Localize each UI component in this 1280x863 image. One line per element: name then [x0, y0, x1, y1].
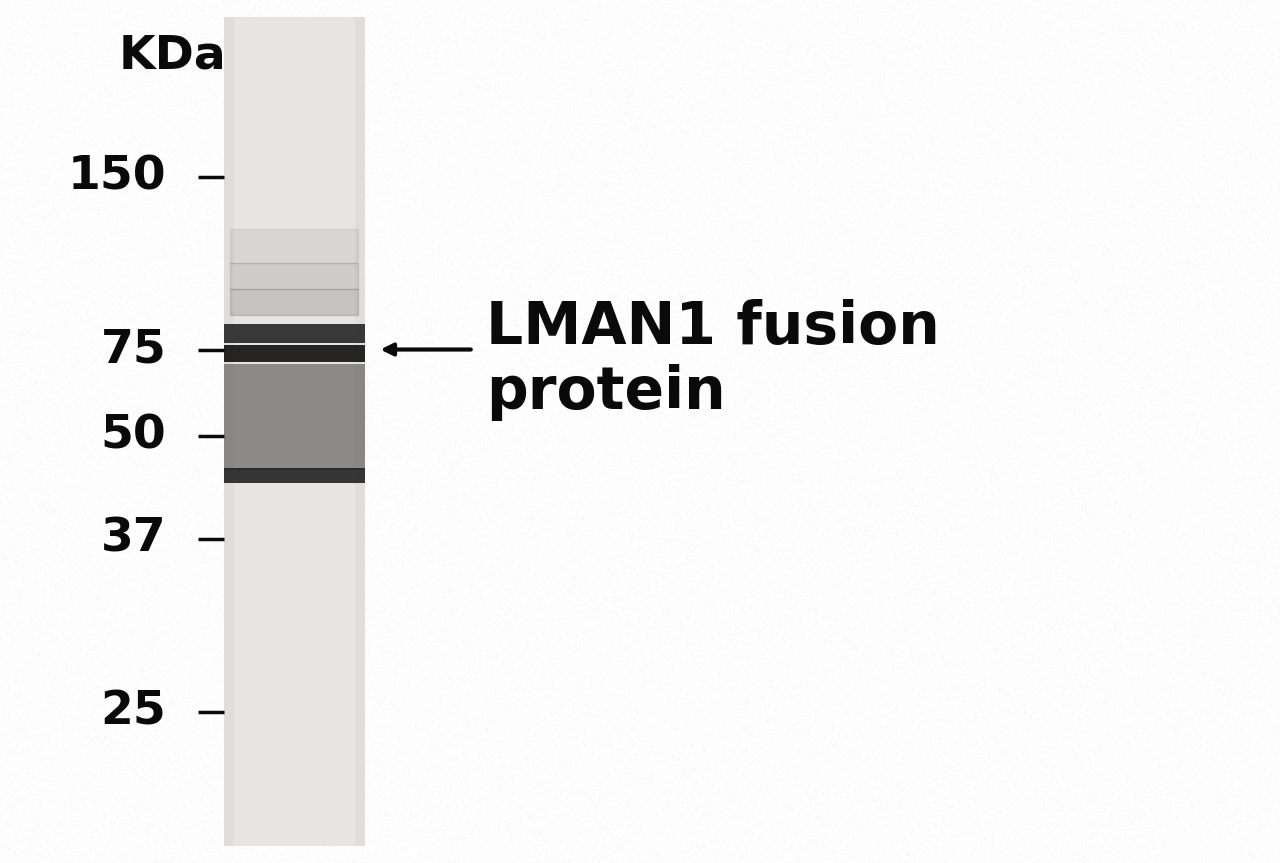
Text: 25: 25	[101, 690, 166, 734]
Text: protein: protein	[486, 364, 726, 421]
Bar	[224, 364, 365, 470]
Text: 150: 150	[68, 154, 166, 199]
Text: LMAN1 fusion: LMAN1 fusion	[486, 299, 940, 356]
Bar	[224, 17, 365, 846]
Bar	[224, 468, 365, 483]
Bar	[234, 17, 355, 846]
Bar	[224, 324, 365, 343]
Bar	[224, 345, 365, 362]
Text: 37: 37	[101, 517, 166, 562]
Text: KDa: KDa	[119, 34, 227, 79]
Text: 50: 50	[101, 413, 166, 458]
Text: 75: 75	[101, 327, 166, 372]
